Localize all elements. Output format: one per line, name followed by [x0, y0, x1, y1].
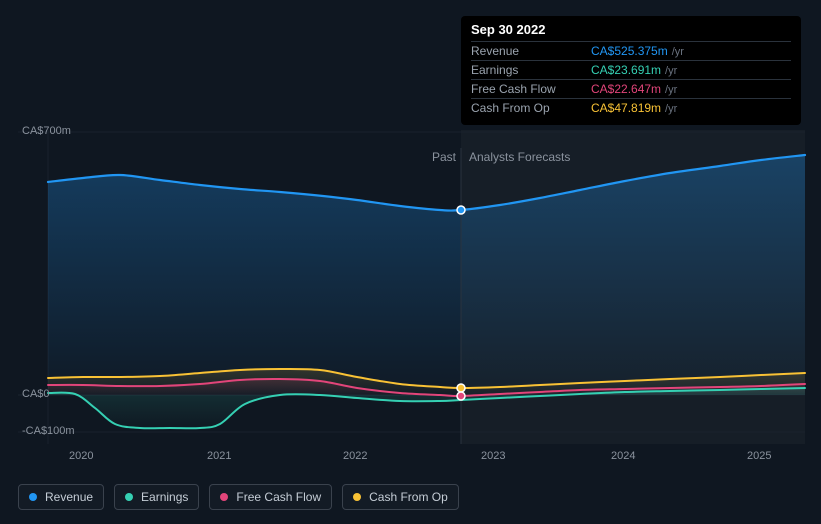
- x-tick-label: 2022: [343, 450, 367, 462]
- x-tick-label: 2025: [747, 450, 771, 462]
- marker-free_cash_flow: [457, 392, 465, 400]
- tooltip-row-value: CA$22.647m: [591, 82, 661, 96]
- tooltip-row: RevenueCA$525.375m/yr: [471, 41, 791, 60]
- tooltip-row-unit: /yr: [665, 65, 677, 77]
- tooltip-row-unit: /yr: [672, 46, 684, 58]
- legend-dot-icon: [220, 493, 228, 501]
- tooltip-row-value: CA$23.691m: [591, 63, 661, 77]
- legend-dot-icon: [125, 493, 133, 501]
- legend-dot-icon: [353, 493, 361, 501]
- legend-item-label: Earnings: [141, 490, 188, 504]
- tooltip-row: Cash From OpCA$47.819m/yr: [471, 98, 791, 117]
- x-tick-label: 2020: [69, 450, 93, 462]
- forecast-label: Analysts Forecasts: [469, 150, 570, 164]
- past-label: Past: [396, 150, 456, 164]
- financials-chart: CA$700m CA$0 -CA$100m 2020 2021 2022 2023 2024…: [0, 0, 821, 524]
- chart-tooltip: Sep 30 2022 RevenueCA$525.375m/yrEarning…: [461, 16, 801, 125]
- tooltip-row: Free Cash FlowCA$22.647m/yr: [471, 79, 791, 98]
- y-tick-label: CA$700m: [22, 125, 71, 137]
- revenue-area: [48, 155, 805, 395]
- legend-item-label: Cash From Op: [369, 490, 448, 504]
- x-tick-label: 2023: [481, 450, 505, 462]
- marker-cash_from_op: [457, 384, 465, 392]
- tooltip-row-label: Revenue: [471, 44, 591, 58]
- tooltip-row-value: CA$525.375m: [591, 44, 668, 58]
- legend-item-earnings[interactable]: Earnings: [114, 484, 199, 510]
- legend-item-revenue[interactable]: Revenue: [18, 484, 104, 510]
- y-tick-label: -CA$100m: [22, 425, 75, 437]
- tooltip-row-label: Cash From Op: [471, 101, 591, 115]
- x-tick-label: 2024: [611, 450, 635, 462]
- tooltip-row-label: Earnings: [471, 63, 591, 77]
- legend-item-label: Free Cash Flow: [236, 490, 321, 504]
- chart-legend: Revenue Earnings Free Cash Flow Cash From O…: [18, 484, 459, 510]
- y-tick-label: CA$0: [22, 388, 50, 400]
- legend-item-free_cash_flow[interactable]: Free Cash Flow: [209, 484, 332, 510]
- marker-revenue: [457, 206, 465, 214]
- legend-dot-icon: [29, 493, 37, 501]
- tooltip-date: Sep 30 2022: [471, 22, 791, 37]
- tooltip-row: EarningsCA$23.691m/yr: [471, 60, 791, 79]
- tooltip-row-label: Free Cash Flow: [471, 82, 591, 96]
- x-tick-label: 2021: [207, 450, 231, 462]
- tooltip-row-unit: /yr: [665, 103, 677, 115]
- tooltip-row-value: CA$47.819m: [591, 101, 661, 115]
- legend-item-cash_from_op[interactable]: Cash From Op: [342, 484, 459, 510]
- legend-item-label: Revenue: [45, 490, 93, 504]
- tooltip-row-unit: /yr: [665, 84, 677, 96]
